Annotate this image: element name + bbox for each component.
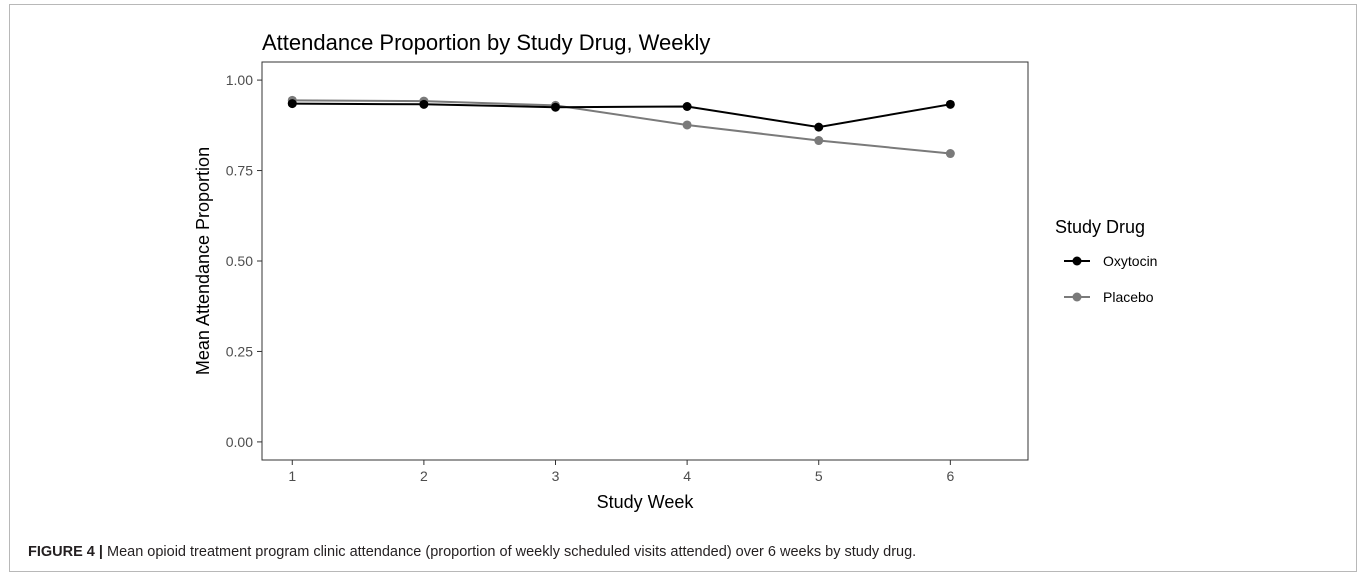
plot-panel xyxy=(261,61,1029,461)
legend-title: Study Drug xyxy=(1055,217,1145,237)
series-layer xyxy=(287,95,955,159)
x-tick-label: 1 xyxy=(288,468,296,484)
x-axis: 1 2 3 4 5 6 xyxy=(288,460,954,484)
data-point-oxytocin xyxy=(682,102,692,112)
series-line-oxytocin xyxy=(292,102,951,129)
x-tick-label: 6 xyxy=(946,468,954,484)
x-tick-label: 3 xyxy=(552,468,560,484)
legend: Study Drug Oxytocin Placebo xyxy=(1055,217,1157,305)
y-axis-label: Mean Attendance Proportion xyxy=(193,147,213,375)
legend-marker-oxytocin xyxy=(1072,256,1082,266)
data-point-placebo xyxy=(682,120,692,130)
legend-marker-placebo xyxy=(1072,292,1082,302)
y-tick-label: 1.00 xyxy=(226,72,253,88)
legend-label-placebo: Placebo xyxy=(1103,289,1154,305)
x-axis-label: Study Week xyxy=(597,492,695,512)
x-tick-label: 5 xyxy=(815,468,823,484)
figure-caption: FIGURE 4 | Mean opioid treatment program… xyxy=(28,544,1348,560)
y-tick-label: 0.50 xyxy=(226,253,253,269)
y-axis: 0.00 0.25 0.50 0.75 1.00 xyxy=(226,72,262,450)
y-tick-label: 0.00 xyxy=(226,434,253,450)
line-chart: Attendance Proportion by Study Drug, Wee… xyxy=(193,30,1157,512)
figure-label: FIGURE 4 | xyxy=(28,544,103,560)
y-tick-label: 0.25 xyxy=(226,343,253,359)
y-tick-label: 0.75 xyxy=(226,163,253,179)
data-point-oxytocin xyxy=(814,122,824,132)
series-line-placebo xyxy=(292,99,951,155)
x-tick-label: 4 xyxy=(683,468,691,484)
data-point-oxytocin xyxy=(419,99,429,109)
caption-text: Mean opioid treatment program clinic att… xyxy=(102,544,917,560)
data-point-placebo xyxy=(814,136,824,146)
data-point-oxytocin xyxy=(287,99,297,109)
data-point-oxytocin xyxy=(945,99,955,109)
legend-label-oxytocin: Oxytocin xyxy=(1103,253,1157,269)
figure-frame: Attendance Proportion by Study Drug, Wee… xyxy=(9,4,1357,572)
chart-title: Attendance Proportion by Study Drug, Wee… xyxy=(262,30,710,55)
x-tick-label: 2 xyxy=(420,468,428,484)
data-point-placebo xyxy=(945,149,955,159)
data-point-oxytocin xyxy=(551,102,561,112)
